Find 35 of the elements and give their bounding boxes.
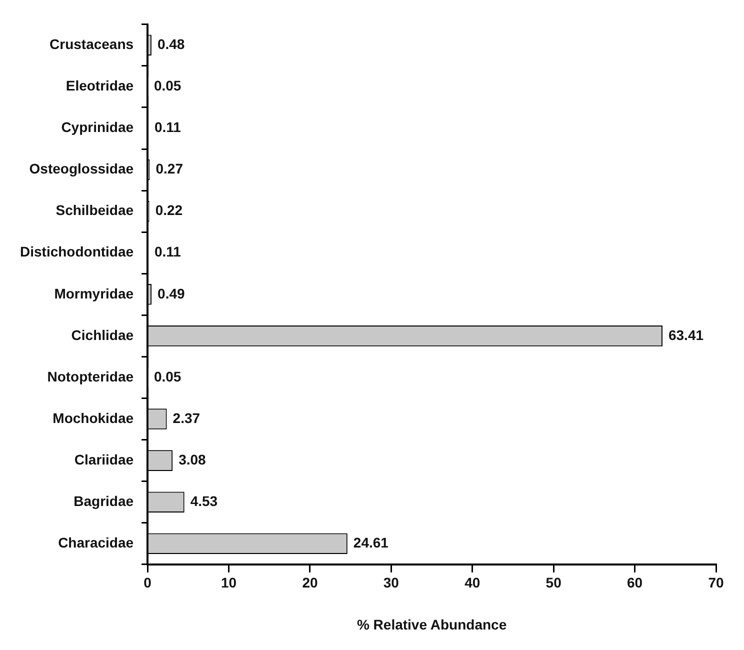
data-label: 0.27 (156, 160, 184, 177)
y-tick-label: Characidae (58, 534, 134, 550)
data-label: 2.37 (172, 410, 200, 426)
y-tick-label: Crustaceans (50, 36, 134, 52)
data-label: 0.49 (158, 285, 185, 302)
data-label: 0.05 (154, 78, 182, 94)
data-label: 3.08 (178, 451, 206, 468)
y-tick-label: Schilbeidae (56, 202, 134, 218)
data-label: 24.61 (353, 534, 389, 550)
data-label: 0.11 (154, 244, 182, 260)
x-tick-label: 0 (144, 574, 152, 591)
y-tick-label: Eleotridae (66, 78, 134, 94)
x-tick-label: 30 (383, 574, 400, 591)
y-tick-label: Mormyridae (54, 285, 134, 302)
data-label: 0.05 (154, 368, 182, 384)
y-tick-label: Mochokidae (52, 410, 134, 426)
y-tick-label: Distichodontidae (20, 244, 134, 260)
y-tick-label: Notopteridae (47, 368, 134, 384)
x-tick-label: 60 (627, 574, 643, 591)
x-axis-title: % Relative Abundance (356, 616, 507, 632)
y-tick-label: Clariidae (74, 451, 134, 468)
x-tick-label: 20 (302, 574, 318, 591)
x-tick-label: 40 (464, 574, 480, 591)
data-label: 4.53 (190, 492, 218, 509)
x-tick-label: 50 (546, 574, 562, 591)
y-tick-label: Cyprinidae (61, 119, 134, 136)
data-label: 0.22 (155, 202, 183, 218)
x-tick-label: 10 (220, 574, 237, 591)
x-tick-label: 70 (708, 574, 724, 591)
y-tick-label: Osteoglossidae (29, 160, 134, 177)
y-tick-label: Bagridae (74, 492, 134, 509)
data-label: 63.41 (668, 326, 704, 343)
data-label: 0.11 (154, 119, 182, 136)
data-label: 0.48 (157, 36, 185, 52)
y-tick-label: Cichlidae (71, 326, 134, 343)
